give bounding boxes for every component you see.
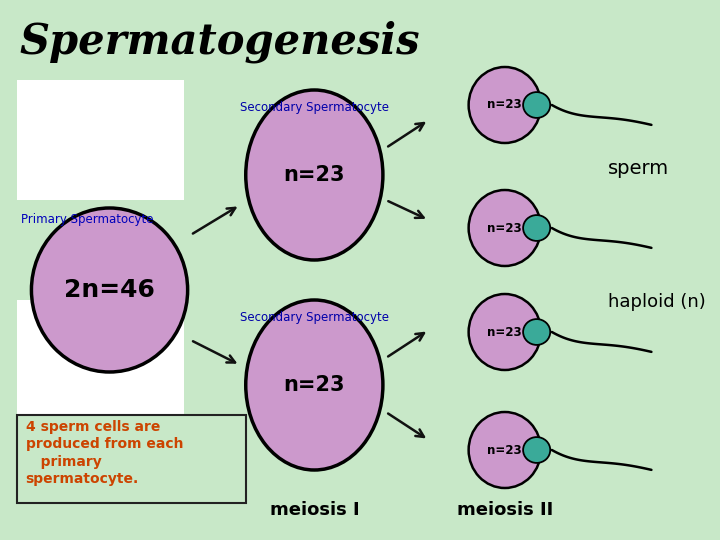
Ellipse shape — [246, 90, 383, 260]
Ellipse shape — [523, 319, 550, 345]
Text: n=23: n=23 — [487, 98, 522, 111]
Ellipse shape — [469, 190, 541, 266]
Text: n=23: n=23 — [284, 375, 345, 395]
Ellipse shape — [523, 215, 550, 241]
Text: Secondary Spermatocyte: Secondary Spermatocyte — [240, 312, 389, 325]
Text: meiosis II: meiosis II — [456, 501, 553, 519]
Bar — [17, 80, 184, 200]
Ellipse shape — [32, 208, 188, 372]
Text: 4 sperm cells are
produced from each
   primary
spermatocyte.: 4 sperm cells are produced from each pri… — [26, 420, 183, 486]
Text: n=23: n=23 — [487, 221, 522, 234]
Ellipse shape — [523, 437, 550, 463]
Ellipse shape — [469, 412, 541, 488]
Text: n=23: n=23 — [487, 443, 522, 456]
Text: Spermatogenesis: Spermatogenesis — [19, 21, 420, 63]
Ellipse shape — [523, 92, 550, 118]
Text: Primary Spermatocyte: Primary Spermatocyte — [21, 213, 153, 226]
Text: Secondary Spermatocyte: Secondary Spermatocyte — [240, 102, 389, 114]
Bar — [17, 415, 246, 503]
Text: 2n=46: 2n=46 — [64, 278, 155, 302]
Text: haploid (n): haploid (n) — [608, 293, 706, 311]
Bar — [17, 300, 184, 420]
Ellipse shape — [469, 294, 541, 370]
Text: n=23: n=23 — [487, 326, 522, 339]
Ellipse shape — [469, 67, 541, 143]
Ellipse shape — [246, 300, 383, 470]
Text: sperm: sperm — [608, 159, 669, 178]
Text: meiosis I: meiosis I — [269, 501, 359, 519]
Text: n=23: n=23 — [284, 165, 345, 185]
